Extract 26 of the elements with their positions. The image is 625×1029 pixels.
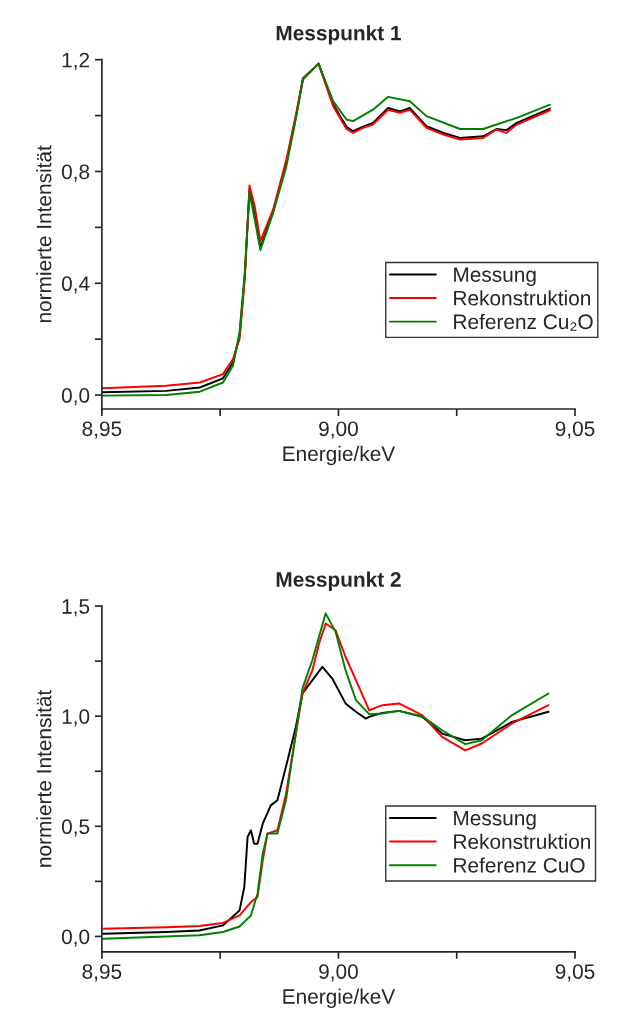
- legend-label: Messung: [454, 267, 536, 287]
- legend-label: Rekonstruktion: [454, 290, 591, 306]
- legend-label: Rekonstruktion: [454, 833, 591, 850]
- y-tick-label: 1,5: [62, 599, 90, 617]
- chart-title: Messpunkt 1: [276, 25, 401, 45]
- x-tick-label: 9,00: [319, 964, 358, 982]
- y-tick-label: 0,0: [61, 929, 90, 947]
- x-tick-label: 9,00: [319, 421, 358, 439]
- legend-label: Messung: [454, 810, 536, 830]
- legend-label: Referenz CuO: [454, 857, 585, 873]
- y-axis-title: normierte Intensität: [36, 689, 52, 867]
- y-tick-label: 0,8: [61, 164, 90, 182]
- x-axis-title: Energie/keV: [283, 445, 396, 466]
- y-tick-label: 0,0: [61, 388, 90, 406]
- y-tick-label: 0,4: [61, 276, 90, 294]
- legend-label: Referenz Cu₂O: [454, 313, 593, 331]
- x-tick-label: 8,95: [82, 421, 122, 439]
- x-tick-label: 8,95: [82, 964, 122, 982]
- x-axis-title: Energie/keV: [283, 988, 396, 1009]
- y-tick-label: 1,0: [62, 709, 90, 727]
- x-tick-label: 9,05: [555, 421, 595, 439]
- x-tick-label: 9,05: [555, 964, 595, 982]
- y-axis-title: normierte Intensität: [36, 145, 52, 323]
- y-tick-label: 0,5: [61, 819, 90, 837]
- y-tick-label: 1,2: [62, 52, 90, 70]
- chart-title: Messpunkt 2: [276, 571, 401, 591]
